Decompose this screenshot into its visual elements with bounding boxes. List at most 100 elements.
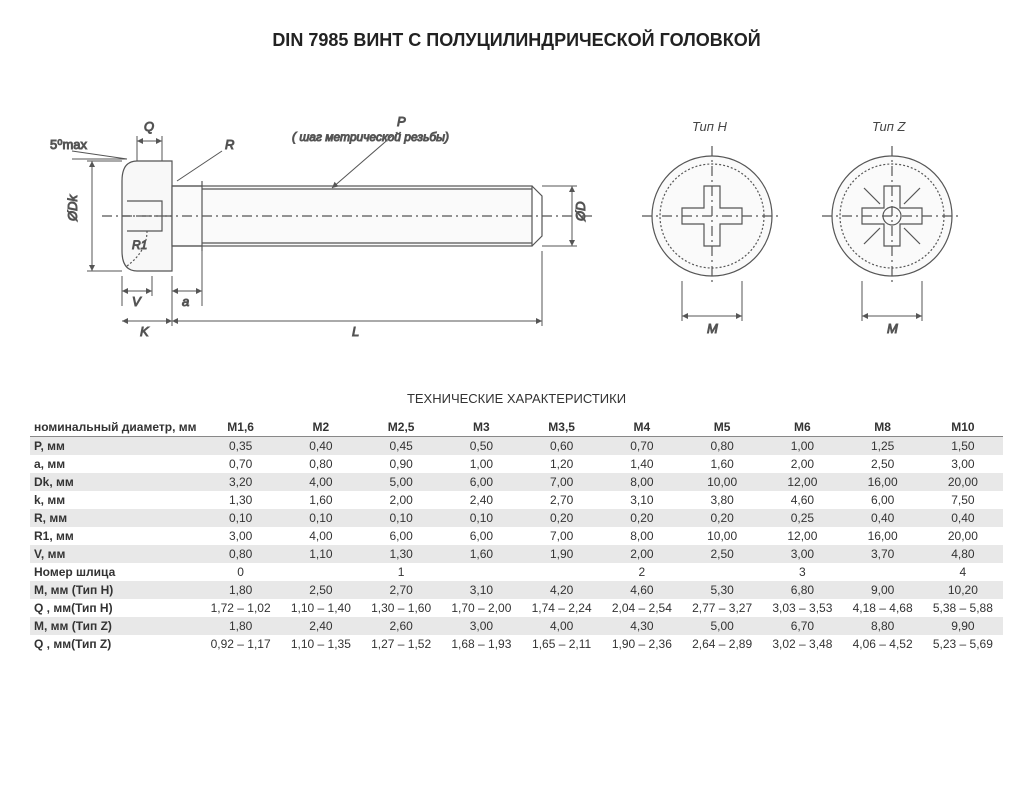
cell: 0,10 [201,509,281,527]
cell: 2,64 – 2,89 [682,635,762,653]
cell: 2,50 [682,545,762,563]
cell: 1,20 [522,455,602,473]
technical-diagram: Q 5⁰max R P ( шаг метрической резьбы) ØD… [32,81,1002,361]
label-l: L [352,324,359,339]
cell: 1,30 [361,545,441,563]
cell: 8,00 [602,527,682,545]
cell: 4,00 [522,617,602,635]
cell: 5,30 [682,581,762,599]
cell: 0,92 – 1,17 [201,635,281,653]
cell: 1,65 – 2,11 [522,635,602,653]
cell: 4,00 [281,527,361,545]
cell: 4,60 [762,491,842,509]
cell: 1,80 [201,617,281,635]
row-label: k, мм [30,491,201,509]
cell: 3,00 [762,545,842,563]
label-dk: ØDk [65,194,80,223]
label-d: ØD [573,202,588,223]
cell: 1,10 [281,545,361,563]
cell: 0,90 [361,455,441,473]
label-angle: 5⁰max [50,137,88,152]
header-label: номинальный диаметр, мм [30,418,201,437]
column-header: M4 [602,418,682,437]
cell: 9,00 [843,581,923,599]
cell: 7,00 [522,527,602,545]
cell: 3,10 [441,581,521,599]
cell: 0,80 [281,455,361,473]
cell: 1,10 – 1,35 [281,635,361,653]
cell: 2,00 [762,455,842,473]
row-label: V, мм [30,545,201,563]
cell: 4,60 [602,581,682,599]
cell: 7,00 [522,473,602,491]
table-row: R, мм0,100,100,100,100,200,200,200,250,4… [30,509,1003,527]
specs-table: номинальный диаметр, мм M1,6M2M2,5M3M3,5… [30,418,1003,653]
label-type-h: Тип H [692,119,728,134]
cell: 0,20 [682,509,762,527]
cell: 1 [361,563,441,581]
row-label: Q , мм(Тип H) [30,599,201,617]
cell: 3,20 [201,473,281,491]
cell: 1,50 [923,437,1003,456]
cell [522,563,602,581]
cell: 9,90 [923,617,1003,635]
label-p: P [397,114,406,129]
cell: 2,50 [843,455,923,473]
table-row: Номер шлица01234 [30,563,1003,581]
cell: 0,80 [682,437,762,456]
cell: 12,00 [762,527,842,545]
cell: 7,50 [923,491,1003,509]
column-header: M2 [281,418,361,437]
row-label: R1, мм [30,527,201,545]
cell: 16,00 [843,527,923,545]
cell: 1,30 [201,491,281,509]
cell: 2,60 [361,617,441,635]
label-q: Q [144,119,154,134]
cell: 1,74 – 2,24 [522,599,602,617]
table-row: Q , мм(Тип H)1,72 – 1,021,10 – 1,401,30 … [30,599,1003,617]
column-header: M8 [843,418,923,437]
cell: 10,00 [682,473,762,491]
cell: 4,00 [281,473,361,491]
cell: 8,00 [602,473,682,491]
cell: 4 [923,563,1003,581]
cell: 6,00 [843,491,923,509]
table-row: M, мм (Тип Z)1,802,402,603,004,004,305,0… [30,617,1003,635]
cell: 0 [201,563,281,581]
label-m-z: M [887,321,898,336]
cell: 4,30 [602,617,682,635]
cell: 0,45 [361,437,441,456]
cell: 4,18 – 4,68 [843,599,923,617]
label-v: V [132,294,142,309]
cell: 1,25 [843,437,923,456]
cell: 0,25 [762,509,842,527]
cell: 0,35 [201,437,281,456]
cell: 1,00 [441,455,521,473]
cell: 10,20 [923,581,1003,599]
column-header: M3 [441,418,521,437]
cell: 1,60 [281,491,361,509]
label-r1: R1 [132,238,147,252]
cell: 3,02 – 3,48 [762,635,842,653]
cell: 2 [602,563,682,581]
row-label: R, мм [30,509,201,527]
row-label: P, мм [30,437,201,456]
cell: 0,10 [441,509,521,527]
label-m-h: M [707,321,718,336]
cell: 0,40 [281,437,361,456]
cell: 3,10 [602,491,682,509]
cell: 3 [762,563,842,581]
cell: 5,00 [361,473,441,491]
cell: 1,30 – 1,60 [361,599,441,617]
cell: 1,00 [762,437,842,456]
cell: 3,80 [682,491,762,509]
cell: 1,27 – 1,52 [361,635,441,653]
table-row: a, мм0,700,800,901,001,201,401,602,002,5… [30,455,1003,473]
cell: 6,00 [441,527,521,545]
cell: 0,50 [441,437,521,456]
cell: 2,00 [602,545,682,563]
cell: 2,77 – 3,27 [682,599,762,617]
cell: 4,06 – 4,52 [843,635,923,653]
cell: 6,00 [441,473,521,491]
cell: 0,40 [923,509,1003,527]
